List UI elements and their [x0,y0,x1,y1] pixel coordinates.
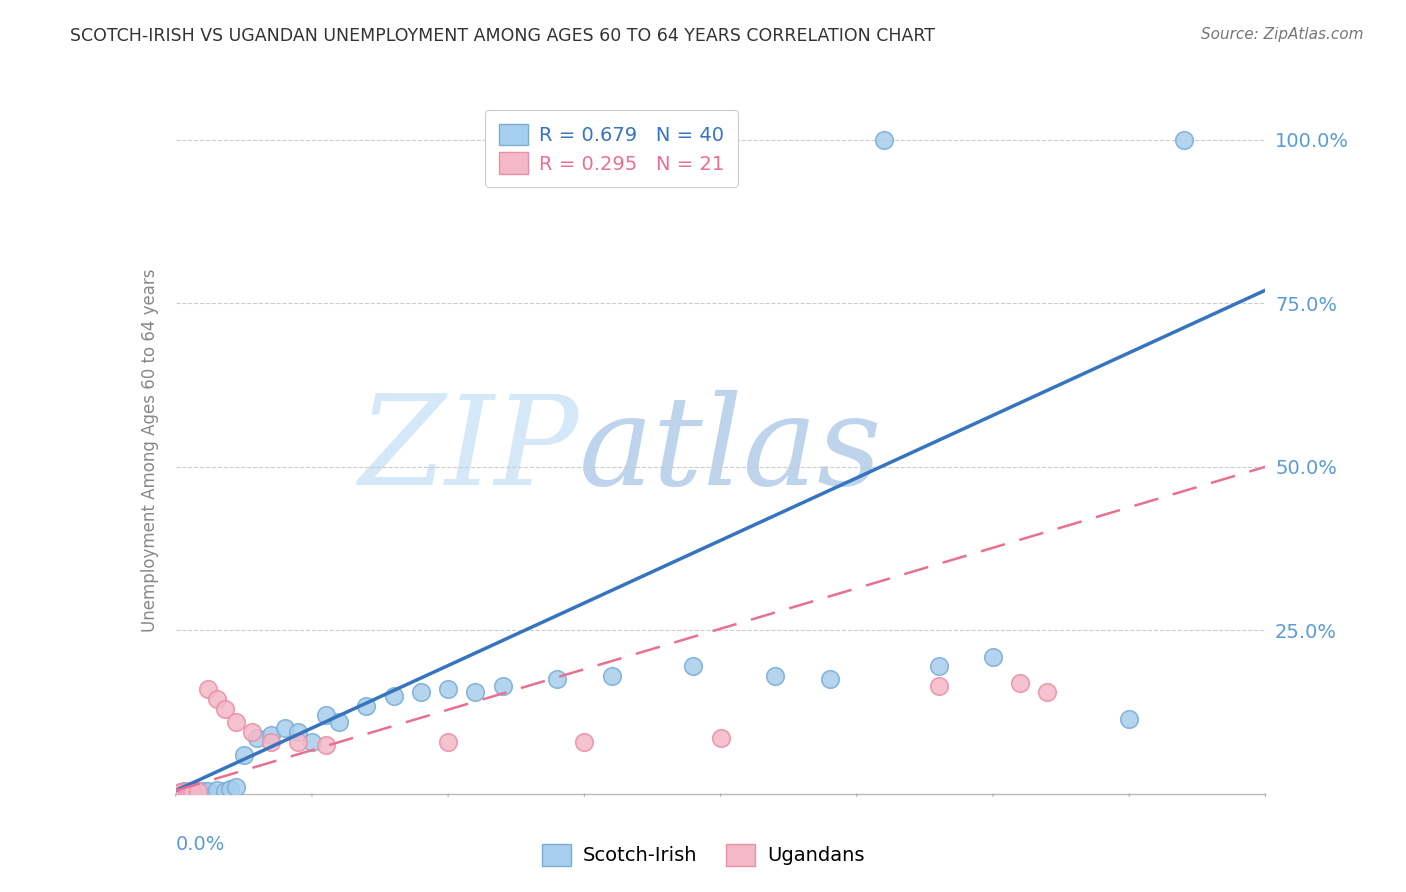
Point [437,734,460,748]
Text: 0.0%: 0.0% [176,835,225,855]
Point [328,714,350,729]
Point [205,692,228,706]
Text: Source: ZipAtlas.com: Source: ZipAtlas.com [1201,27,1364,42]
Text: ZIP: ZIP [359,390,579,511]
Point [315,708,337,723]
Point [287,734,309,748]
Point [170,785,193,799]
Point [225,714,247,729]
Point [1118,712,1140,726]
Point [179,785,201,799]
Point [382,689,405,703]
Point [214,702,236,716]
Point [219,782,242,797]
Point [1010,675,1032,690]
Point [176,785,198,799]
Point [928,659,950,673]
Point [181,785,204,799]
Point [600,669,623,683]
Point [197,682,219,697]
Point [173,786,195,800]
Point [574,734,596,748]
Point [873,133,896,147]
Y-axis label: Unemployment Among Ages 60 to 64 years: Unemployment Among Ages 60 to 64 years [141,268,159,632]
Point [437,682,460,697]
Point [274,722,297,736]
Point [167,786,190,800]
Point [287,724,309,739]
Point [181,786,204,800]
Point [409,685,432,699]
Point [818,673,841,687]
Point [546,673,568,687]
Point [191,783,214,797]
Point [176,786,198,800]
Point [464,685,486,699]
Point [928,679,950,693]
Point [260,728,283,742]
Point [179,784,201,798]
Point [232,747,254,762]
Point [205,783,228,797]
Point [225,780,247,795]
Point [214,783,236,797]
Point [356,698,378,713]
Point [173,784,195,798]
Legend: R = 0.679   N = 40, R = 0.295   N = 21: R = 0.679 N = 40, R = 0.295 N = 21 [485,110,738,187]
Point [184,785,207,799]
Point [186,784,209,798]
Point [246,731,269,746]
Point [260,734,283,748]
Point [710,731,733,746]
Point [197,784,219,798]
Point [167,786,190,800]
Point [188,785,211,799]
Text: SCOTCH-IRISH VS UGANDAN UNEMPLOYMENT AMONG AGES 60 TO 64 YEARS CORRELATION CHART: SCOTCH-IRISH VS UGANDAN UNEMPLOYMENT AMO… [70,27,935,45]
Point [301,734,323,748]
Point [1173,133,1195,147]
Point [173,786,195,800]
Text: atlas: atlas [579,390,883,511]
Point [170,785,193,799]
Point [763,669,786,683]
Point [981,649,1004,664]
Point [1036,685,1059,699]
Point [682,659,704,673]
Legend: Scotch-Irish, Ugandans: Scotch-Irish, Ugandans [534,837,872,873]
Point [186,784,209,798]
Point [240,724,263,739]
Point [315,738,337,752]
Point [492,679,515,693]
